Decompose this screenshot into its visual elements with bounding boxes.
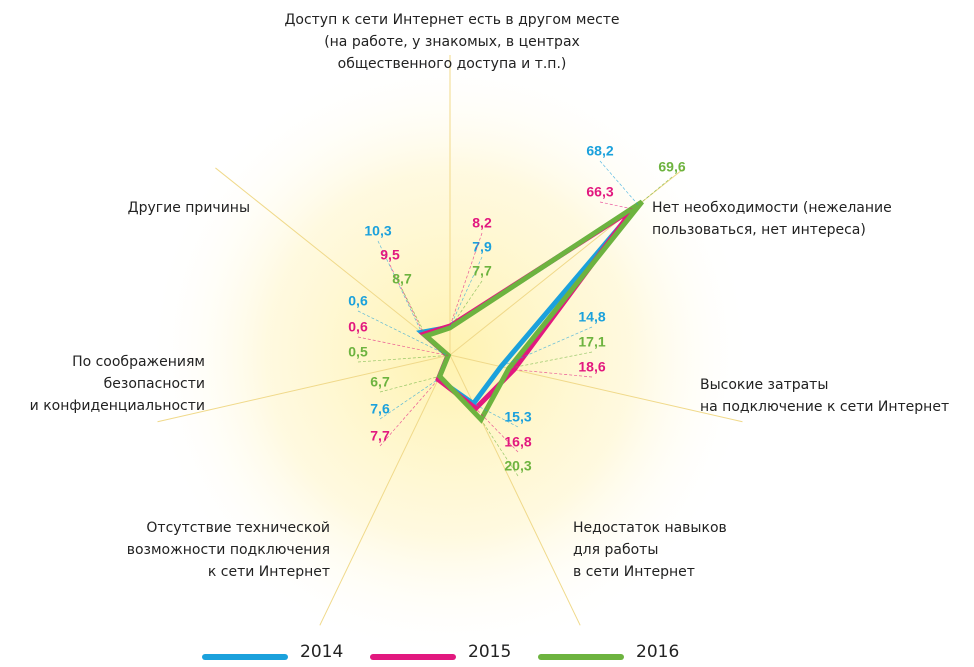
leader-line xyxy=(449,256,483,328)
category-line: на подключение к сети Интернет xyxy=(700,399,949,415)
value-label: 6,7 xyxy=(370,374,390,390)
value-label: 15,3 xyxy=(504,409,531,425)
axis-line xyxy=(157,354,451,423)
category-line: пользоваться, нет интереса) xyxy=(652,222,866,238)
value-label: 17,1 xyxy=(578,334,605,350)
leader-line xyxy=(473,403,519,428)
category-label: Недостаток навыков для работы в сети Интер… xyxy=(573,520,727,580)
axis-line xyxy=(215,167,451,356)
category-line: Доступ к сети Интернет есть в другом мес… xyxy=(284,12,619,28)
legend-label: 2014 xyxy=(300,642,343,662)
leader-line xyxy=(401,288,427,337)
value-label: 7,9 xyxy=(472,239,492,255)
leader-line xyxy=(513,369,593,378)
category-line: возможности подключения xyxy=(127,542,330,558)
leader-line xyxy=(500,326,593,367)
value-label: 0,5 xyxy=(348,344,368,360)
category-line: для работы xyxy=(573,542,658,558)
value-label: 9,5 xyxy=(380,247,400,263)
category-label: По соображениям безопасности и конфиденциа… xyxy=(30,354,205,414)
category-line: Отсутствие технической xyxy=(146,520,330,536)
category-line: к сети Интернет xyxy=(208,564,330,580)
value-label: 7,6 xyxy=(370,401,390,417)
leader-line xyxy=(475,408,519,453)
category-line: По соображениям xyxy=(72,354,205,370)
category-line: Другие причины xyxy=(128,200,250,216)
value-label: 0,6 xyxy=(348,319,368,335)
leader-line xyxy=(480,419,519,477)
axis-line xyxy=(449,167,685,356)
value-label: 14,8 xyxy=(578,309,605,325)
leader-line xyxy=(508,351,593,369)
value-label: 69,6 xyxy=(658,159,685,175)
value-label: 8,2 xyxy=(472,215,492,231)
value-label: 10,3 xyxy=(364,223,391,239)
category-label: Другие причины xyxy=(128,200,250,216)
leader-line xyxy=(357,310,449,356)
value-label: 7,7 xyxy=(370,428,390,444)
category-label: Доступ к сети Интернет есть в другом мес… xyxy=(284,12,619,72)
category-line: безопасности xyxy=(104,376,205,392)
leader-line xyxy=(641,176,673,203)
value-label: 16,8 xyxy=(504,434,531,450)
category-line: в сети Интернет xyxy=(573,564,695,580)
category-line: Недостаток навыков xyxy=(573,520,727,536)
value-label: 68,2 xyxy=(586,143,613,159)
leader-line xyxy=(357,355,449,363)
category-line: общественного доступа и т.п.) xyxy=(338,56,567,72)
leader-line xyxy=(449,232,483,327)
category-line: Высокие затраты xyxy=(700,377,828,393)
value-label: 0,6 xyxy=(348,293,368,309)
value-label: 18,6 xyxy=(578,359,605,375)
legend-label: 2015 xyxy=(468,642,511,662)
leader-line xyxy=(379,375,440,393)
leader-line xyxy=(449,280,483,329)
series-line xyxy=(421,199,645,424)
value-label: 66,3 xyxy=(586,184,613,200)
category-label: Нет необходимости (нежелание пользоваться… xyxy=(652,200,892,238)
axis-line xyxy=(319,354,451,626)
leader-line xyxy=(599,201,634,210)
category-label: Отсутствие технической возможности подклю… xyxy=(127,520,330,580)
leader-line xyxy=(357,336,449,356)
category-line: и конфиденциальности xyxy=(30,398,205,414)
category-label: Высокие затраты на подключение к сети Инт… xyxy=(700,377,949,415)
value-label: 20,3 xyxy=(504,458,531,474)
category-line: (на работе, у знакомых, в центрах xyxy=(324,34,580,50)
leader-line xyxy=(379,378,439,420)
category-line: Нет необходимости (нежелание xyxy=(652,200,892,216)
leader-line xyxy=(389,264,425,335)
legend-label: 2016 xyxy=(636,642,679,662)
value-label: 8,7 xyxy=(392,271,412,287)
leader-line xyxy=(377,240,422,333)
value-label: 7,7 xyxy=(472,263,492,279)
